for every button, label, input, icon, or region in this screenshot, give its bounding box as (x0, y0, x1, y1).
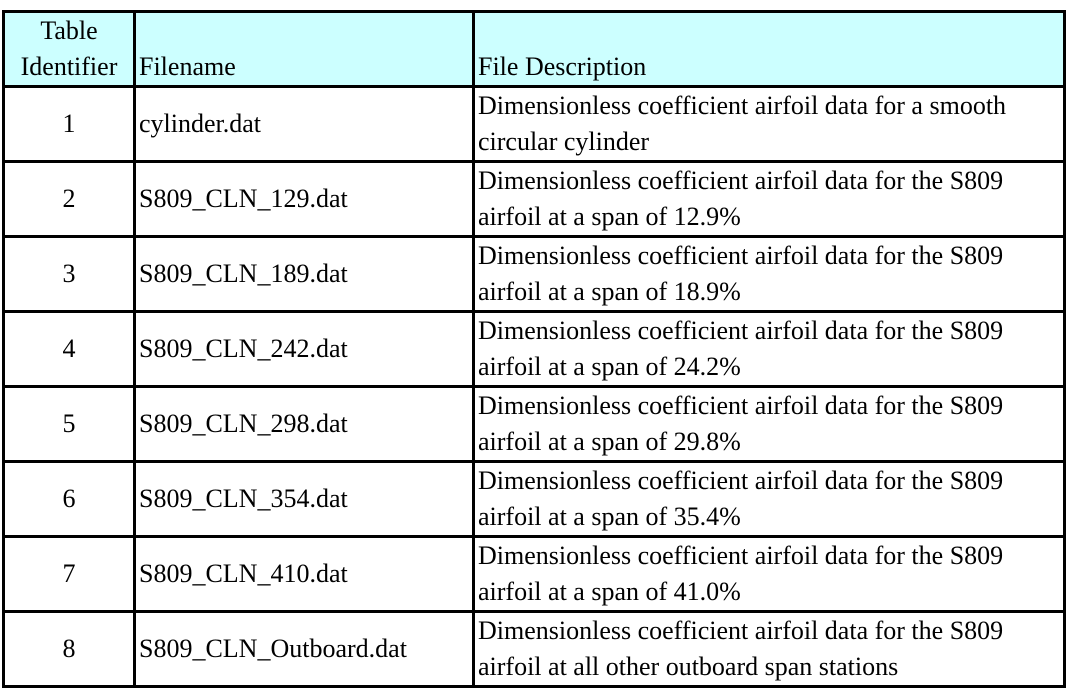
table-row: 7 S809_CLN_410.dat Dimensionless coefficie… (2, 535, 1066, 613)
table-row: 6 S809_CLN_354.dat Dimensionless coefficie… (2, 460, 1066, 538)
cell-file-description: Dimensionless coefficient airfoil data f… (472, 535, 1066, 613)
cell-file-description: Dimensionless coefficient airfoil data f… (472, 235, 1066, 313)
cell-table-identifier: 4 (2, 310, 136, 388)
header-filename: Filename (133, 10, 475, 88)
header-row: Table Identifier Filename File Descripti… (2, 10, 1066, 88)
cell-filename: cylinder.dat (133, 85, 475, 163)
table-row: 1 cylinder.dat Dimensionless coefficient a… (2, 85, 1066, 163)
cell-table-identifier: 1 (2, 85, 136, 163)
cell-filename: S809_CLN_410.dat (133, 535, 475, 613)
cell-filename: S809_CLN_354.dat (133, 460, 475, 538)
table-row: 5 S809_CLN_298.dat Dimensionless coefficie… (2, 385, 1066, 463)
cell-table-identifier: 3 (2, 235, 136, 313)
cell-filename: S809_CLN_189.dat (133, 235, 475, 313)
cell-file-description: Dimensionless coefficient airfoil data f… (472, 460, 1066, 538)
cell-table-identifier: 7 (2, 535, 136, 613)
cell-table-identifier: 8 (2, 610, 136, 688)
cell-filename: S809_CLN_Outboard.dat (133, 610, 475, 688)
cell-table-identifier: 2 (2, 160, 136, 238)
table-row: 3 S809_CLN_189.dat Dimensionless coefficie… (2, 235, 1066, 313)
cell-file-description: Dimensionless coefficient airfoil data f… (472, 385, 1066, 463)
table-row: 4 S809_CLN_242.dat Dimensionless coefficie… (2, 310, 1066, 388)
airfoil-files-table: Table Identifier Filename File Descripti… (2, 10, 1066, 688)
cell-file-description: Dimensionless coefficient airfoil data f… (472, 610, 1066, 688)
cell-filename: S809_CLN_129.dat (133, 160, 475, 238)
cell-filename: S809_CLN_298.dat (133, 385, 475, 463)
header-table-identifier: Table Identifier (2, 10, 136, 88)
cell-file-description: Dimensionless coefficient airfoil data f… (472, 310, 1066, 388)
cell-file-description: Dimensionless coefficient airfoil data f… (472, 160, 1066, 238)
header-file-description: File Description (472, 10, 1066, 88)
table-row: 8 S809_CLN_Outboard.dat Dimensionless coef… (2, 610, 1066, 688)
cell-file-description: Dimensionless coefficient airfoil data f… (472, 85, 1066, 163)
cell-filename: S809_CLN_242.dat (133, 310, 475, 388)
cell-table-identifier: 5 (2, 385, 136, 463)
cell-table-identifier: 6 (2, 460, 136, 538)
table-row: 2 S809_CLN_129.dat Dimensionless coefficie… (2, 160, 1066, 238)
